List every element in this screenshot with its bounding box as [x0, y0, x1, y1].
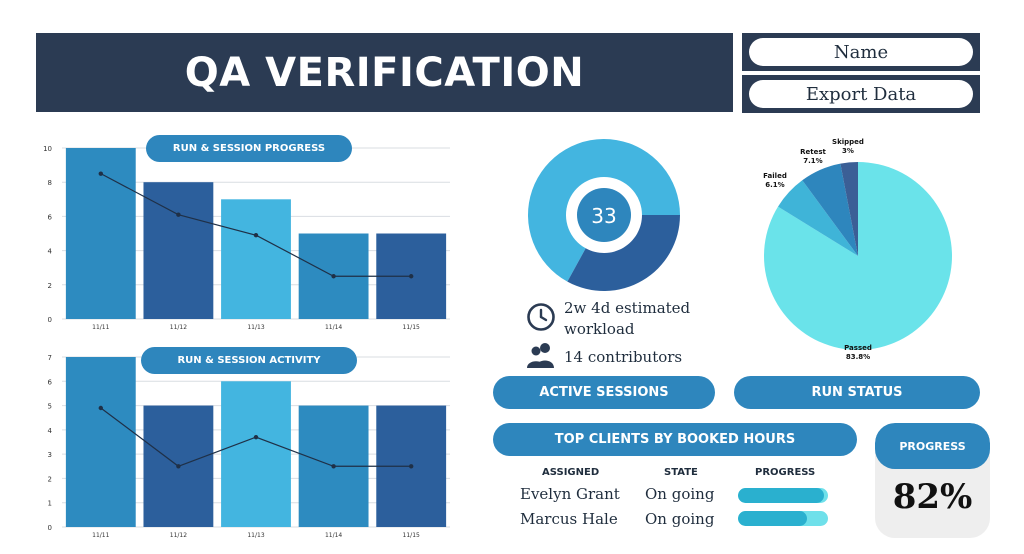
x-tick-label: 11/12	[170, 532, 187, 539]
trend-point	[253, 434, 259, 440]
workload-line-2: workload	[564, 320, 635, 338]
trend-point	[409, 274, 414, 279]
row-1-progress-fill	[738, 488, 825, 503]
contributors-stat: 14 contributors	[526, 341, 682, 373]
bar	[221, 199, 291, 319]
bar	[143, 182, 214, 319]
trend-point	[98, 171, 103, 176]
x-tick-label: 11/14	[325, 532, 342, 539]
bar	[65, 357, 136, 527]
x-tick-label: 11/14	[325, 324, 342, 331]
y-tick-label: 0	[48, 524, 52, 532]
y-tick-label: 7	[48, 354, 52, 362]
pie-value-label: 7.1%	[803, 157, 822, 165]
pie-label: Failed	[763, 172, 787, 180]
trend-point	[409, 464, 414, 469]
pie-value-label: 6.1%	[765, 181, 784, 189]
y-tick-label: 10	[43, 145, 52, 153]
page-title: QA VERIFICATION	[184, 49, 585, 96]
row-2-progress-bar	[738, 511, 828, 526]
row-2-state: On going	[645, 510, 715, 528]
column-header-state: STATE	[664, 467, 698, 478]
active-sessions-button[interactable]: ACTIVE SESSIONS	[493, 376, 715, 409]
y-tick-label: 8	[48, 179, 52, 187]
progress-card-value: 82%	[892, 477, 973, 517]
trend-point	[331, 464, 336, 469]
y-tick-label: 6	[48, 213, 53, 221]
x-tick-label: 11/11	[92, 324, 109, 331]
x-tick-label: 11/12	[170, 324, 187, 331]
trend-point	[176, 464, 181, 469]
x-tick-label: 11/13	[247, 324, 264, 331]
donut-center-circle	[577, 188, 631, 242]
y-tick-label: 2	[48, 475, 52, 483]
sessions-donut-chart	[528, 139, 680, 291]
trend-point	[253, 233, 259, 238]
run-session-progress-title: RUN & SESSION PROGRESS	[146, 135, 352, 162]
export-data-button[interactable]: Export Data	[749, 80, 973, 108]
row-2-assigned: Marcus Hale	[520, 510, 618, 528]
row-1-progress-bar	[738, 488, 828, 503]
y-tick-label: 5	[48, 403, 52, 411]
run-session-activity-title: RUN & SESSION ACTIVITY	[141, 347, 357, 374]
y-tick-label: 1	[48, 500, 52, 508]
pie-label: Retest	[800, 148, 826, 156]
trend-point	[331, 274, 336, 279]
y-tick-label: 2	[48, 282, 52, 290]
x-tick-label: 11/15	[403, 324, 420, 331]
top-clients-button[interactable]: TOP CLIENTS BY BOOKED HOURS	[493, 423, 857, 456]
people-icon	[526, 341, 556, 373]
title-banner: QA VERIFICATION	[36, 33, 733, 112]
row-2-progress-fill	[738, 511, 808, 526]
y-tick-label: 6	[48, 378, 53, 386]
run-session-progress-chart: 0 2 4 6 8 10 11/11 11/12 11/13 11/14 11/15	[43, 145, 450, 331]
row-1-assigned: Evelyn Grant	[520, 485, 620, 503]
row-1-state: On going	[645, 485, 715, 503]
workload-stat: 2w 4d estimated workload	[526, 298, 690, 340]
pie-value-label: 83.8%	[846, 353, 870, 361]
progress-card-label: PROGRESS	[875, 423, 990, 469]
name-field-container: Name	[742, 33, 980, 71]
y-tick-label: 0	[48, 316, 52, 324]
progress-card: PROGRESS 82%	[875, 423, 990, 538]
name-button[interactable]: Name	[749, 38, 973, 66]
x-tick-label: 11/11	[92, 532, 109, 539]
run-status-button[interactable]: RUN STATUS	[734, 376, 980, 409]
contributors-text: 14 contributors	[564, 347, 683, 366]
trend-point	[98, 405, 103, 411]
y-tick-label: 4	[48, 248, 53, 256]
export-container: Export Data	[742, 75, 980, 113]
pie-slice	[840, 162, 858, 256]
pie-slice	[802, 163, 858, 256]
workload-line-1: 2w 4d estimated	[564, 299, 691, 317]
bar	[221, 381, 291, 527]
trend-point	[176, 212, 181, 217]
donut-center-value: 33	[591, 204, 617, 228]
y-tick-label: 3	[48, 451, 52, 459]
donut-slice	[528, 139, 680, 282]
pie-label: Skipped	[832, 138, 864, 146]
pie-label: Passed	[844, 344, 872, 352]
pie-value-label: 3%	[842, 147, 854, 155]
x-tick-label: 11/15	[403, 532, 420, 539]
clock-icon	[526, 302, 556, 336]
column-header-progress: PROGRESS	[755, 467, 816, 478]
x-tick-label: 11/13	[247, 532, 264, 539]
donut-slice	[567, 215, 680, 291]
pie-slice	[778, 180, 858, 256]
bar	[65, 148, 136, 319]
y-tick-label: 4	[48, 427, 53, 435]
run-session-activity-chart: 0 1 2 3 4 5 6 7 11/11 11/12 11/13 11/14 11/15	[48, 354, 450, 539]
column-header-assigned: ASSIGNED	[542, 467, 600, 478]
